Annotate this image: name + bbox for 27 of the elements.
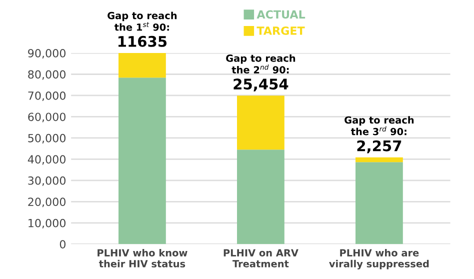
annotation: Gap to reach the 3$^{rd}$ 90:	[344, 116, 414, 136]
bar	[237, 150, 284, 244]
data-label: 2,257	[357, 140, 402, 154]
bar	[118, 53, 166, 78]
bar	[237, 96, 284, 150]
x-tick-label: PLHIV on ARV Treatment	[224, 249, 298, 268]
bar	[118, 78, 166, 244]
y-tick-label: 50,000	[28, 134, 66, 144]
legend-label: ACTUAL	[256, 10, 306, 19]
y-tick-label: 70,000	[28, 91, 66, 101]
y-tick-label: 0	[60, 240, 66, 249]
y-tick-label: 80,000	[28, 70, 66, 80]
y-tick-label: 60,000	[28, 112, 66, 122]
annotation: Gap to reach the 2$^{nd}$ 90:	[226, 54, 296, 74]
data-label: 25,454	[234, 78, 288, 92]
legend-label: TARGET	[256, 26, 305, 35]
bar	[356, 162, 403, 244]
x-tick-label: PLHIV who are virally suppressed	[329, 248, 429, 270]
y-tick-label: 30,000	[28, 176, 66, 186]
y-tick-label: 90,000	[28, 48, 66, 59]
data-label: 11635	[118, 36, 167, 47]
x-tick-label: PLHIV who know their HIV status	[98, 248, 188, 268]
y-tick-label: 20,000	[28, 198, 66, 208]
bar	[356, 157, 403, 162]
annotation: Gap to reach the 1$^{st}$ 90:	[108, 12, 177, 31]
y-tick-label: 40,000	[28, 155, 66, 165]
y-tick-label: 10,000	[28, 218, 66, 228]
